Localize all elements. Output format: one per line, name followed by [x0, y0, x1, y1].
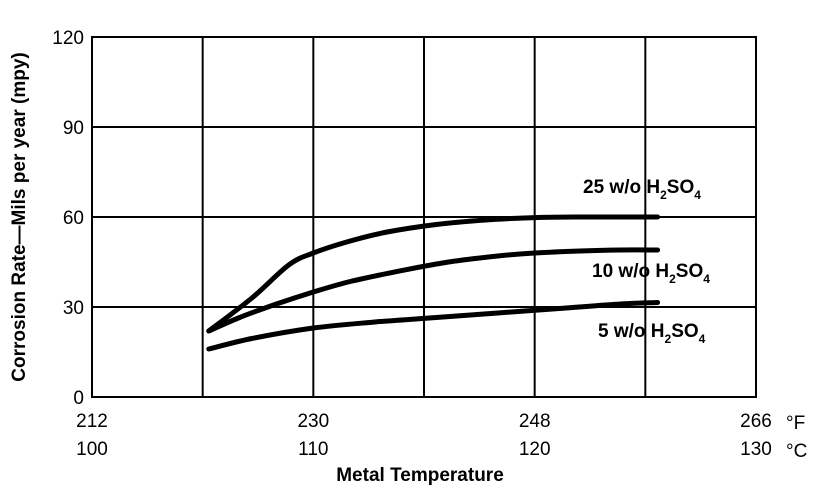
series-label-25: 25 w/o H2SO4: [583, 177, 701, 202]
x-tick-label-f: 212: [76, 411, 108, 432]
series-label-10-sub1: 2: [669, 272, 676, 286]
series-label-5-sub2: 4: [699, 332, 706, 346]
x-tick-label-c: 120: [519, 439, 551, 460]
series-line-10: [206, 247, 661, 334]
series-label-10: 10 w/o H2SO4: [592, 261, 710, 286]
x-tick-label-c: 100: [76, 439, 108, 460]
x-tick-label-f: 266: [740, 411, 772, 432]
plot-frame: [91, 36, 757, 398]
series-label-10-mid: SO: [676, 261, 703, 282]
curves-layer: [206, 214, 661, 352]
series-label-5: 5 w/o H2SO4: [598, 321, 706, 346]
series-line-5: [206, 300, 661, 352]
y-tick-labels: 0 30 60 90 120: [52, 28, 84, 409]
x-tick-label-f: 248: [519, 411, 551, 432]
series-label-5-mid: SO: [671, 321, 698, 342]
series-label-5-sub1: 2: [665, 332, 672, 346]
series-label-10-sub2: 4: [703, 272, 710, 286]
y-axis-title: Corrosion Rate—Mils per year (mpy): [9, 52, 30, 381]
y-tick-label: 60: [63, 208, 84, 229]
series-label-25-prefix: 25 w/o H: [583, 177, 660, 198]
x-tick-label-f: 230: [297, 411, 329, 432]
x-tick-labels: 212 100 230 110 248 120 266 130: [76, 411, 772, 460]
y-tick-label: 30: [63, 298, 84, 319]
x-axis-title: Metal Temperature: [336, 465, 504, 486]
x-unit-c: °C: [786, 441, 807, 462]
series-line-25: [206, 214, 661, 334]
y-tick-label: 0: [73, 388, 84, 409]
x-tick-label-c: 130: [740, 439, 772, 460]
x-tick-label-c: 110: [298, 439, 328, 460]
y-tick-label: 90: [63, 118, 84, 139]
series-label-10-prefix: 10 w/o H: [592, 261, 669, 282]
y-tick-label: 120: [52, 28, 84, 49]
series-label-25-sub1: 2: [660, 188, 667, 202]
series-label-5-prefix: 5 w/o H: [598, 321, 665, 342]
series-label-25-sub2: 4: [694, 188, 701, 202]
x-unit-f: °F: [786, 413, 805, 434]
series-label-25-mid: SO: [667, 177, 694, 198]
